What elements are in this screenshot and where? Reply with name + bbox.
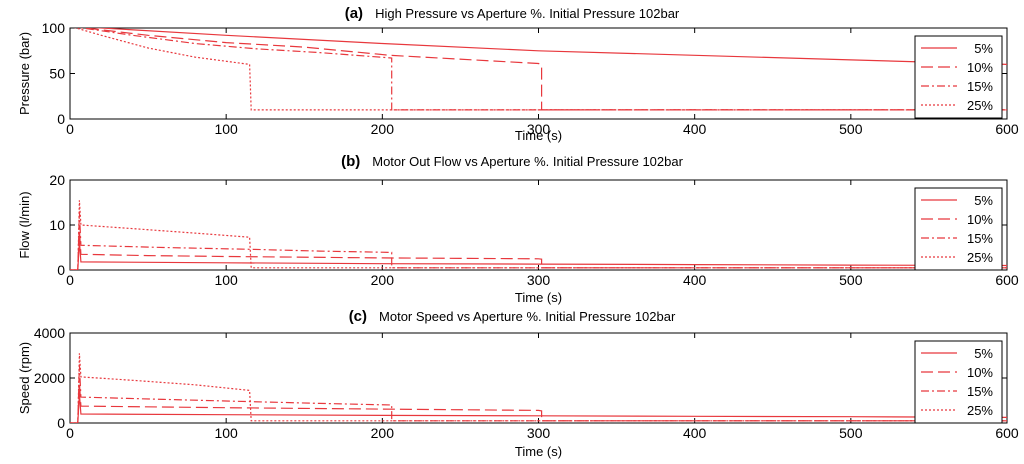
x-tick-label: 500 — [839, 272, 863, 288]
x-tick-label: 100 — [214, 272, 238, 288]
legend-label: 10% — [967, 212, 993, 227]
chart-title-letter: (a) — [345, 5, 363, 22]
series-line-10pct — [80, 28, 1007, 111]
legend: 5% 10% 15% 25% — [914, 340, 1003, 424]
y-tick-label: 0 — [57, 111, 65, 127]
legend: 5% 10% 15% 25% — [914, 35, 1003, 119]
series-line-5pct — [90, 28, 1007, 65]
chart-title-text: Motor Out Flow vs Aperture %. Initial Pr… — [372, 154, 683, 169]
legend-label: 10% — [967, 60, 993, 75]
legend-label: 15% — [967, 384, 993, 399]
x-axis-label: Time (s) — [515, 290, 562, 305]
series-line-25pct — [70, 353, 1007, 423]
legend-box — [914, 35, 1003, 119]
legend-label: 5% — [974, 346, 993, 361]
x-tick-label: 600 — [995, 272, 1019, 288]
x-tick-label: 600 — [995, 425, 1019, 441]
series-line-25pct — [70, 200, 1007, 270]
legend-box — [914, 340, 1003, 424]
x-tick-label: 200 — [371, 272, 395, 288]
x-tick-label: 200 — [371, 425, 395, 441]
chart-title-letter: (b) — [341, 153, 360, 170]
x-tick-label: 400 — [683, 272, 707, 288]
y-axis-label: Speed (rpm) — [17, 342, 32, 414]
chart-title-letter: (c) — [349, 308, 367, 325]
x-tick-label: 300 — [527, 272, 551, 288]
plot-area — [69, 332, 1008, 424]
legend-label: 15% — [967, 231, 993, 246]
chart-title-text: Motor Speed vs Aperture %. Initial Press… — [379, 309, 676, 324]
y-tick-label: 4000 — [34, 325, 65, 341]
x-tick-label: 100 — [214, 121, 238, 137]
legend-label: 25% — [967, 98, 993, 113]
x-tick-label: 300 — [527, 121, 551, 137]
x-tick-label: 200 — [371, 121, 395, 137]
y-tick-label: 2000 — [34, 370, 65, 386]
x-axis-label: Time (s) — [515, 128, 562, 143]
x-tick-label: 300 — [527, 425, 551, 441]
x-tick-label: 0 — [66, 425, 74, 441]
y-tick-label: 0 — [57, 262, 65, 278]
y-tick-label: 50 — [49, 66, 65, 82]
legend-label: 15% — [967, 79, 993, 94]
x-tick-label: 500 — [839, 425, 863, 441]
chart-panel-c: (c) Motor Speed vs Aperture %. Initial Pr… — [17, 308, 1019, 459]
legend-label: 5% — [974, 193, 993, 208]
x-tick-label: 0 — [66, 272, 74, 288]
x-axis-label: Time (s) — [515, 444, 562, 459]
series-line-15pct — [78, 28, 1007, 111]
x-tick-label: 0 — [66, 121, 74, 137]
series-line-25pct — [74, 28, 1007, 111]
chart-title: (a) High Pressure vs Aperture %. Initial … — [345, 5, 680, 22]
y-tick-label: 100 — [42, 20, 66, 36]
y-tick-label: 10 — [49, 217, 65, 233]
plot-area — [69, 179, 1008, 271]
x-tick-label: 600 — [995, 121, 1019, 137]
chart-panel-a: (a) High Pressure vs Aperture %. Initial … — [17, 5, 1019, 143]
legend-label: 25% — [967, 403, 993, 418]
x-tick-label: 500 — [839, 121, 863, 137]
chart-panel-b: (b) Motor Out Flow vs Aperture %. Initial… — [17, 153, 1019, 305]
x-tick-label: 400 — [683, 425, 707, 441]
legend: 5% 10% 15% 25% — [914, 187, 1003, 271]
y-tick-label: 20 — [49, 172, 65, 188]
legend-label: 25% — [967, 250, 993, 265]
y-axis-label: Pressure (bar) — [17, 32, 32, 115]
x-tick-label: 400 — [683, 121, 707, 137]
chart-title: (c) Motor Speed vs Aperture %. Initial Pr… — [349, 308, 676, 325]
x-tick-label: 100 — [214, 425, 238, 441]
legend-label: 10% — [967, 365, 993, 380]
legend-box — [914, 187, 1003, 271]
chart-title-text: High Pressure vs Aperture %. Initial Pre… — [375, 6, 680, 21]
y-tick-label: 0 — [57, 415, 65, 431]
legend-label: 5% — [974, 41, 993, 56]
chart-title: (b) Motor Out Flow vs Aperture %. Initial… — [341, 153, 684, 170]
y-axis-label: Flow (l/min) — [17, 191, 32, 258]
